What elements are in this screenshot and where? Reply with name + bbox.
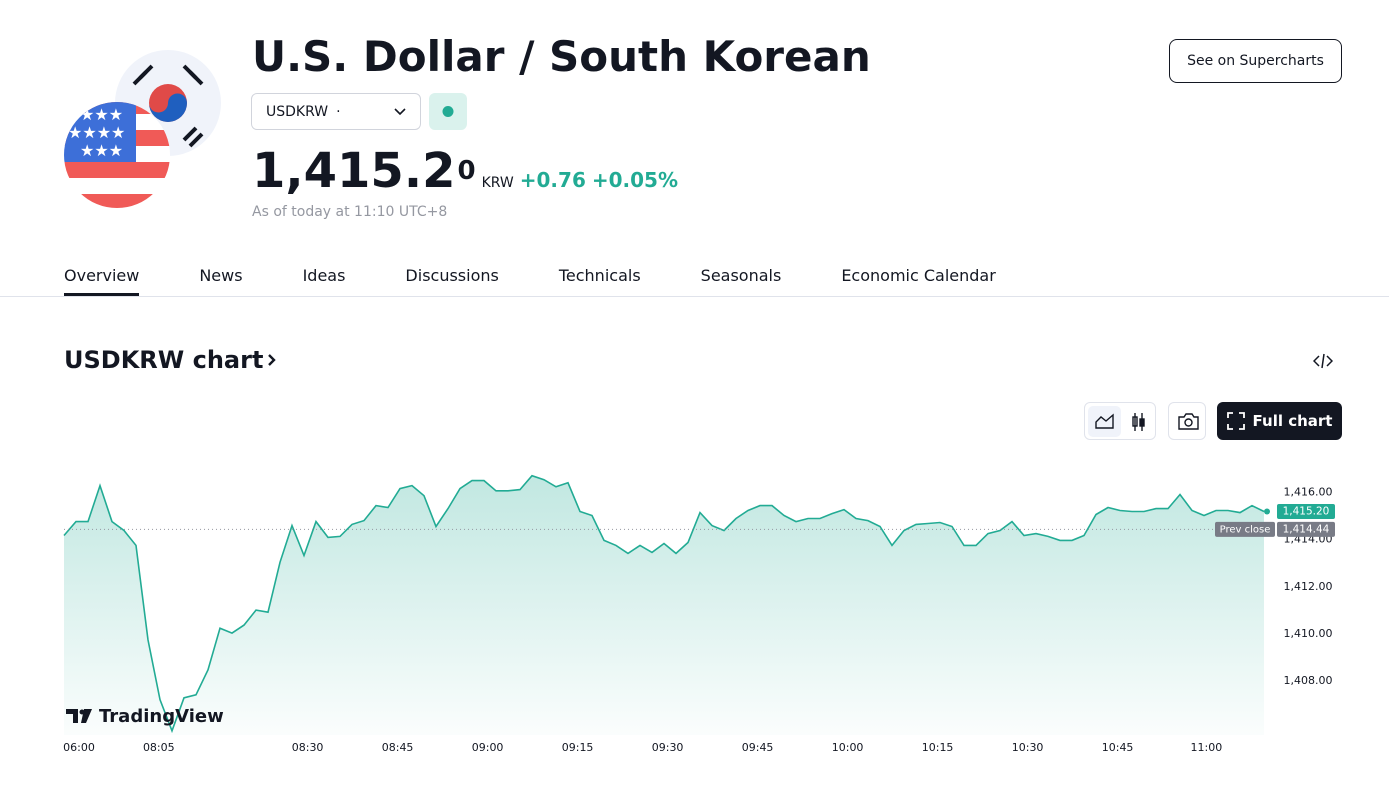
screenshot-button[interactable] bbox=[1168, 402, 1206, 440]
chart-style-icons bbox=[1088, 406, 1145, 437]
price-row: 1,415.2 0 KRW +0.76 +0.05% bbox=[252, 143, 678, 199]
symbol: USDKRW bbox=[266, 103, 329, 120]
area-fill bbox=[64, 475, 1264, 735]
watermark-logo bbox=[66, 709, 92, 723]
line bbox=[63, 474, 1265, 734]
full-chart-label: Full chart bbox=[1252, 412, 1333, 430]
y-tick-label: 1,410.00 bbox=[1284, 627, 1333, 640]
y-tick-label: 1,416.00 bbox=[1284, 486, 1333, 499]
last-price-box bbox=[1277, 503, 1335, 519]
x-tick-label: 10:30 bbox=[1012, 741, 1044, 754]
x-tick-label: 10:15 bbox=[922, 741, 954, 754]
prev-close-box bbox=[1277, 521, 1335, 537]
svg-text:★★★★: ★★★★ bbox=[68, 123, 125, 142]
change-percent: +0.05% bbox=[591, 168, 679, 192]
candle-style-button[interactable] bbox=[1132, 413, 1145, 431]
x-tick-label: 11:00 bbox=[1191, 741, 1223, 754]
symbol-suffix: · bbox=[336, 103, 341, 120]
x-tick-label: 09:30 bbox=[652, 741, 684, 754]
y-tick-label: 1,412.00 bbox=[1284, 580, 1333, 593]
x-tick-label: 08:45 bbox=[382, 741, 414, 754]
tab[interactable]: News bbox=[199, 266, 243, 285]
last-point bbox=[1264, 508, 1270, 515]
prev-close-tag bbox=[1215, 521, 1275, 537]
watermark-dot bbox=[79, 709, 85, 715]
x-tick-label: 06:00 bbox=[63, 741, 95, 754]
camera-icon bbox=[1178, 413, 1199, 430]
market-status[interactable] bbox=[429, 93, 467, 130]
watermark: TradingView bbox=[99, 706, 224, 727]
currency: KRW bbox=[481, 175, 514, 191]
last-price-label: 1,415.20 bbox=[1283, 505, 1330, 517]
price-superscript: 0 bbox=[457, 156, 476, 186]
area-style-button[interactable] bbox=[1088, 406, 1121, 437]
chart-style-toggle bbox=[1084, 402, 1156, 440]
svg-text:★★★: ★★★ bbox=[80, 105, 123, 124]
full-chart-button[interactable]: Full chart bbox=[1217, 402, 1342, 440]
prev-close-label: 1,414.44 bbox=[1283, 523, 1330, 535]
chart: 1,408.001,410.001,412.001,414.001,416.00… bbox=[63, 474, 1335, 754]
tab[interactable]: Discussions bbox=[405, 266, 499, 285]
embed-icon[interactable] bbox=[1313, 352, 1333, 370]
title: U.S. Dollar / South Korean bbox=[252, 32, 871, 81]
symbol-select[interactable]: USDKRW · bbox=[251, 93, 421, 130]
x-tick-label: 09:00 bbox=[472, 741, 504, 754]
tab[interactable]: Seasonals bbox=[700, 266, 782, 285]
arrow bbox=[268, 354, 277, 366]
price: 1,415.2 bbox=[252, 143, 456, 199]
section-title[interactable]: USDKRW chart bbox=[64, 346, 277, 374]
change: +0.76 bbox=[519, 168, 586, 192]
prev-close-name: Prev close bbox=[1220, 524, 1271, 535]
x-tick-label: 08:30 bbox=[292, 741, 324, 754]
tab[interactable]: Economic Calendar bbox=[841, 266, 996, 285]
x-tick-label: 10:00 bbox=[832, 741, 864, 754]
x-tick-label: 09:45 bbox=[742, 741, 774, 754]
currency-flags: ★★★★★★★★★★ bbox=[64, 50, 221, 208]
x-tick-label: 10:45 bbox=[1102, 741, 1134, 754]
y-tick-label: 1,408.00 bbox=[1284, 674, 1333, 687]
x-tick-label: 09:15 bbox=[562, 741, 594, 754]
expand-icon bbox=[1226, 412, 1245, 430]
chevron bbox=[394, 107, 406, 115]
svg-text:★★★: ★★★ bbox=[80, 141, 123, 160]
divider bbox=[0, 296, 1389, 297]
tab[interactable]: Technicals bbox=[558, 266, 641, 285]
tab[interactable]: Ideas bbox=[302, 266, 346, 285]
status-dot bbox=[442, 106, 454, 117]
supercharts-button[interactable]: See on Supercharts bbox=[1169, 39, 1342, 83]
timestamp: As of today at 11:10 UTC+8 bbox=[252, 204, 448, 220]
x-tick-label: 08:05 bbox=[143, 741, 175, 754]
section-title-text: USDKRW chart bbox=[64, 346, 264, 374]
tab[interactable]: Overview bbox=[64, 266, 140, 296]
tabs: Overview News Ideas Discussions Technicals Se… bbox=[64, 266, 996, 296]
